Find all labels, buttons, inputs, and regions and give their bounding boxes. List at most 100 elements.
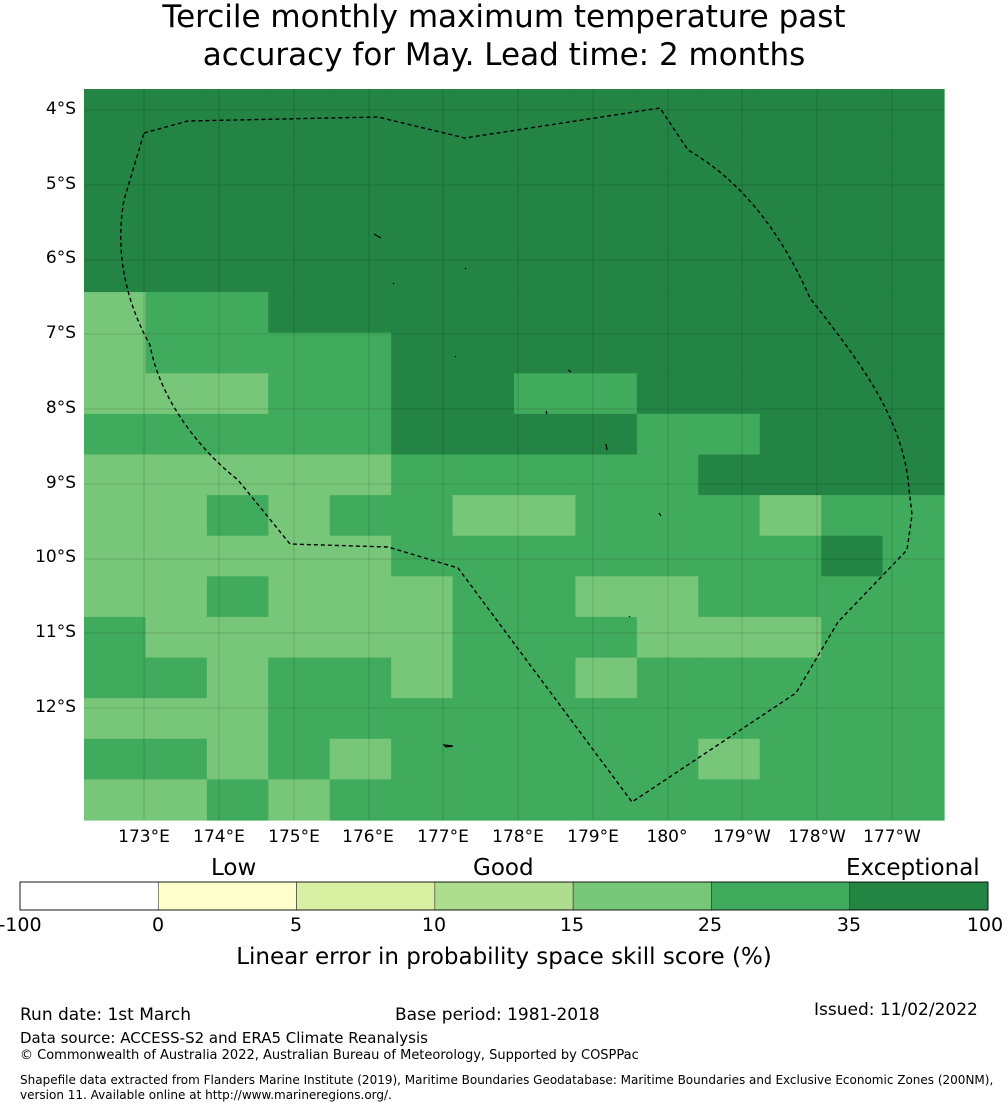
skill-cell <box>268 535 331 577</box>
skill-cell <box>145 495 208 537</box>
skill-cell <box>206 210 269 253</box>
island <box>628 615 631 618</box>
island <box>464 267 467 270</box>
skill-cell <box>84 373 147 415</box>
skill-cell <box>821 779 884 821</box>
issued-date: Issued: 11/02/2022 <box>814 1000 978 1020</box>
skill-cell <box>514 616 577 659</box>
skill-cell <box>514 89 577 131</box>
colorbar-segment <box>849 881 989 911</box>
skill-cell <box>329 373 392 415</box>
skill-cell <box>329 738 392 780</box>
skill-cell <box>268 373 331 415</box>
island <box>567 369 572 373</box>
lat-label: 4°S <box>45 99 76 119</box>
skill-cell <box>329 535 392 577</box>
skill-cell <box>329 170 392 212</box>
skill-grid <box>84 89 945 821</box>
skill-cell <box>84 495 147 537</box>
skill-cell <box>514 698 577 740</box>
skill-cell <box>759 373 822 415</box>
skill-cell <box>882 292 945 334</box>
skill-cell <box>821 535 884 577</box>
skill-cell <box>882 535 945 577</box>
lat-label: 6°S <box>45 248 76 268</box>
skill-cell <box>636 89 699 131</box>
skill-cell <box>391 129 454 171</box>
skill-cell <box>391 576 454 618</box>
skill-cell <box>636 779 699 821</box>
skill-cell <box>268 332 331 374</box>
lon-label: 180° <box>646 827 688 847</box>
skill-cell <box>145 698 208 740</box>
skill-cell <box>698 170 761 212</box>
skill-cell <box>759 576 822 618</box>
shapefile-credit-2: version 11. Available online at http://w… <box>20 1088 392 1102</box>
skill-cell <box>636 698 699 740</box>
skill-cell <box>514 535 577 577</box>
skill-cell <box>882 779 945 821</box>
skill-cell <box>759 698 822 740</box>
skill-cell <box>145 738 208 780</box>
skill-cell <box>268 129 331 171</box>
skill-cell <box>575 779 638 821</box>
colorbar-frame <box>19 881 989 911</box>
skill-cell <box>575 616 638 659</box>
graticule <box>84 89 944 820</box>
skill-cell <box>759 495 822 537</box>
colorbar-segment <box>572 881 712 911</box>
skill-cell <box>391 535 454 577</box>
skill-cell <box>759 292 822 334</box>
lat-label: 12°S <box>35 697 76 717</box>
skill-cell <box>329 454 392 496</box>
skill-cell <box>882 657 945 699</box>
skill-cell <box>145 454 208 496</box>
skill-cell <box>882 251 945 293</box>
skill-cell <box>145 89 208 131</box>
skill-cell <box>575 657 638 699</box>
skill-cell <box>145 657 208 699</box>
skill-cell <box>84 210 147 253</box>
skill-cell <box>452 170 515 212</box>
skill-cell <box>84 576 147 618</box>
title-line-1: Tercile monthly maximum temperature past <box>162 0 846 35</box>
skill-cell <box>84 170 147 212</box>
skill-cell <box>882 616 945 659</box>
skill-cell <box>268 170 331 212</box>
skill-cell <box>759 738 822 780</box>
skill-cell <box>145 576 208 618</box>
lon-label: 177°W <box>863 827 921 847</box>
skill-cell <box>452 89 515 131</box>
lat-label: 8°S <box>45 398 76 418</box>
skill-cell <box>636 292 699 334</box>
map-title: Tercile monthly maximum temperature past… <box>0 0 1008 74</box>
skill-cell <box>821 413 884 456</box>
skill-cell <box>575 454 638 496</box>
skill-cell <box>575 210 638 253</box>
skill-cell <box>821 373 884 415</box>
skill-cell <box>145 373 208 415</box>
skill-cell <box>882 332 945 374</box>
skill-cell <box>759 129 822 171</box>
skill-cell <box>268 698 331 740</box>
skill-cell <box>84 89 147 131</box>
skill-cell <box>882 576 945 618</box>
skill-cell <box>391 413 454 456</box>
lon-label: 177°E <box>417 827 469 847</box>
skill-cell <box>759 170 822 212</box>
skill-cell <box>329 89 392 131</box>
skill-cell <box>514 495 577 537</box>
skill-cell <box>84 129 147 171</box>
colorbar-tick: 35 <box>836 914 862 936</box>
skill-cell <box>268 616 331 659</box>
skill-cell <box>698 292 761 334</box>
skill-cell <box>452 413 515 456</box>
skill-cell <box>636 738 699 780</box>
skill-cell <box>882 495 945 537</box>
skill-cell <box>268 454 331 496</box>
skill-cell <box>329 495 392 537</box>
colorbar-category-exceptional: Exceptional <box>846 855 980 881</box>
colorbar-tick: 0 <box>151 914 165 936</box>
data-source: Data source: ACCESS-S2 and ERA5 Climate … <box>20 1029 428 1047</box>
skill-cell <box>636 454 699 496</box>
